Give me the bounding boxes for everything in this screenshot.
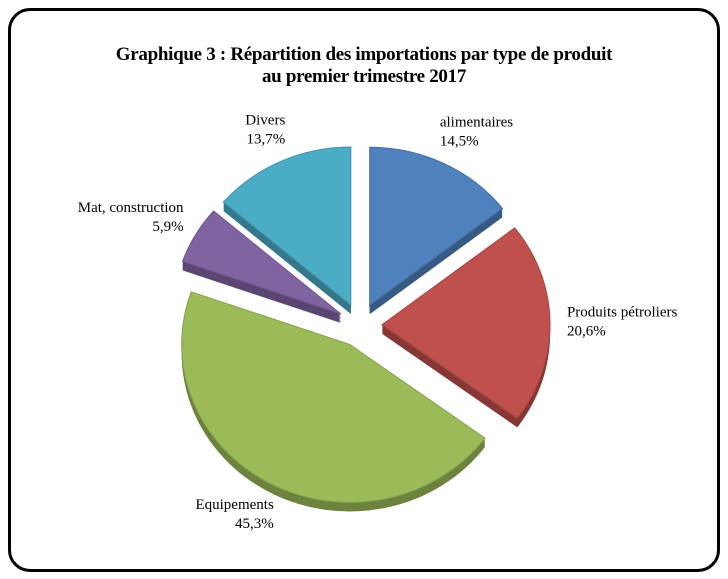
slice xyxy=(381,227,551,420)
slice-value-label: 20,6% xyxy=(567,324,606,340)
slice-value-label: 45,3% xyxy=(235,516,274,532)
slice-label: Mat, construction xyxy=(78,200,184,216)
slice-label: Produits pétroliers xyxy=(567,305,678,321)
slice-value-label: 13,7% xyxy=(247,131,286,147)
slice xyxy=(222,146,352,307)
chart-title: Graphique 3 : Répartition des importatio… xyxy=(115,44,613,87)
slice xyxy=(369,146,504,307)
slice-label: alimentaires xyxy=(440,115,513,131)
slice xyxy=(181,210,342,315)
slice xyxy=(181,291,486,503)
slice-label: Equipements xyxy=(195,497,273,513)
slice-value-label: 14,5% xyxy=(440,134,479,150)
slice-label: Divers xyxy=(245,112,285,128)
slice-value-label: 5,9% xyxy=(152,219,183,235)
chart-frame xyxy=(8,8,720,572)
